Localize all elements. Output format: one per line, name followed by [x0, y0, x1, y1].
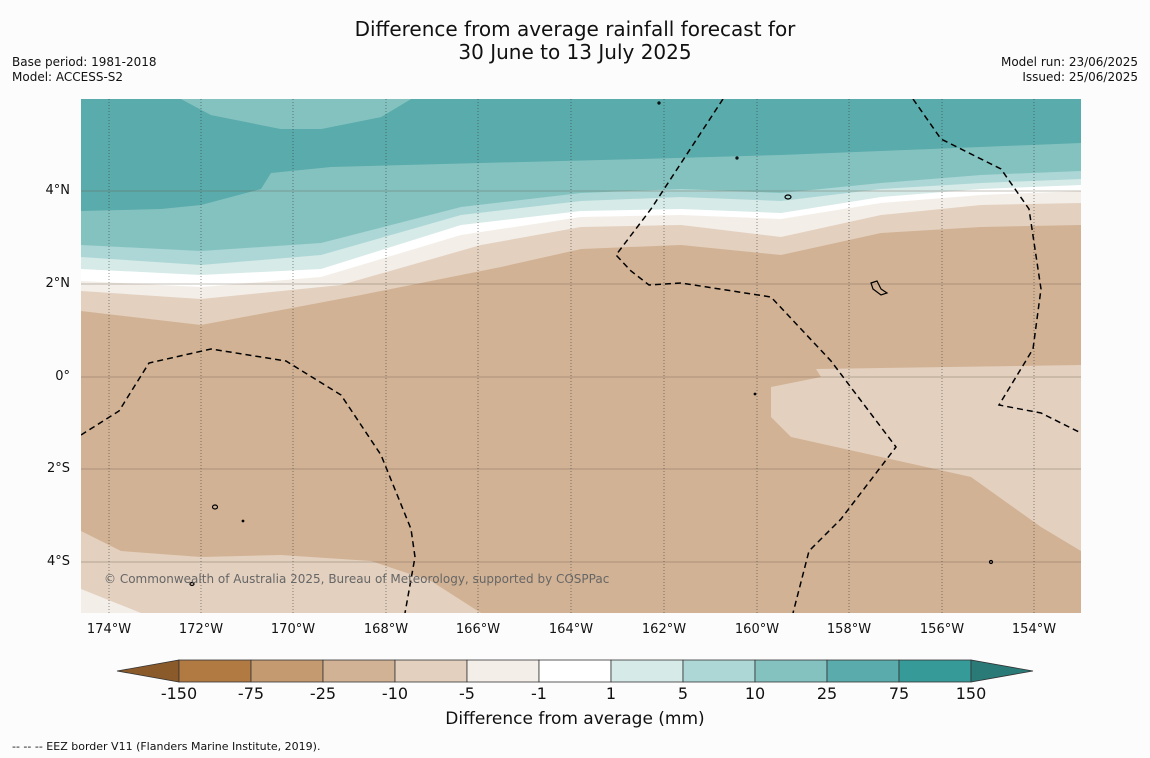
eez-border-central	[615, 99, 897, 613]
colorbar-tick-label: -75	[237, 684, 265, 703]
copyright-notice: © Commonwealth of Australia 2025, Bureau…	[104, 572, 610, 586]
title-line-1: Difference from average rainfall forecas…	[354, 17, 796, 41]
colorbar-extend-low	[116, 659, 180, 683]
map-title: Difference from average rainfall forecas…	[0, 18, 1150, 64]
lon-label: 166°W	[455, 622, 501, 637]
lat-label: 2°S	[46, 461, 70, 476]
colorbar-tick-label: 150	[955, 684, 987, 703]
colorbar-segment	[322, 659, 396, 683]
lon-label: 158°W	[826, 622, 872, 637]
lon-label: 164°W	[548, 622, 594, 637]
island	[211, 504, 219, 510]
islands	[189, 101, 994, 587]
eez-border-west	[81, 348, 416, 613]
band-dry-1-southwest	[81, 589, 141, 613]
lon-label: 154°W	[1011, 622, 1057, 637]
island	[753, 392, 757, 396]
colorbar-segment	[178, 659, 252, 683]
band-wet-10-north	[181, 99, 411, 129]
lat-label: 4°S	[46, 554, 70, 569]
colorbar-segment	[826, 659, 900, 683]
lat-label: 0°	[55, 369, 70, 384]
colorbar-segment	[610, 659, 684, 683]
colorbar	[116, 659, 1034, 683]
colorbar-segment	[250, 659, 324, 683]
model-run: Model run: 23/06/2025	[1000, 55, 1138, 69]
meta-right: Model run: 23/06/2025 Issued: 25/06/2025	[1001, 55, 1138, 85]
island	[241, 519, 245, 523]
eez-border-east	[912, 99, 1081, 434]
island	[988, 559, 994, 565]
eez-borders	[81, 99, 1081, 613]
band-dry-5-southeast	[771, 365, 1081, 551]
lon-label: 174°W	[86, 622, 132, 637]
meta-left: Base period: 1981-2018 Model: ACCESS-S2	[12, 55, 157, 85]
lon-label: 172°W	[178, 622, 224, 637]
issued-date: Issued: 25/06/2025	[1022, 70, 1138, 84]
colorbar-segment	[898, 659, 972, 683]
colorbar-segment	[466, 659, 540, 683]
colorbar-tick-label: -5	[459, 684, 475, 703]
island	[189, 581, 195, 587]
lat-label: 4°N	[45, 183, 71, 198]
island	[870, 280, 889, 296]
parallels	[81, 190, 1081, 563]
base-period: Base period: 1981-2018	[12, 55, 157, 69]
island	[657, 101, 661, 105]
lon-label: 156°W	[919, 622, 965, 637]
colorbar-segment	[538, 659, 612, 683]
title-line-2: 30 June to 13 July 2025	[458, 40, 692, 64]
colorbar-segment	[682, 659, 756, 683]
rainfall-map	[81, 99, 1081, 613]
model-name: Model: ACCESS-S2	[12, 70, 124, 84]
colorbar-tick-label: 10	[744, 684, 766, 703]
island	[784, 194, 792, 200]
colorbar-tick-label: -150	[160, 684, 198, 703]
colorbar-segment	[394, 659, 468, 683]
eez-legend: -- -- -- EEZ border V11 (Flanders Marine…	[12, 740, 321, 753]
colorbar-extend-high	[970, 659, 1034, 683]
colorbar-tick-label: 1	[605, 684, 617, 703]
lat-label: 2°N	[45, 276, 71, 291]
lon-label: 168°W	[363, 622, 409, 637]
lon-label: 162°W	[641, 622, 687, 637]
colorbar-tick-label: 75	[888, 684, 910, 703]
colorbar-title: Difference from average (mm)	[445, 709, 705, 729]
colorbar-tick-label: -1	[531, 684, 547, 703]
colorbar-tick-label: 25	[816, 684, 838, 703]
band-dry-5-southwest	[81, 531, 481, 613]
colorbar-tick-label: -10	[381, 684, 409, 703]
island	[735, 156, 739, 160]
colorbar-segment	[754, 659, 828, 683]
colorbar-tick-label: 5	[677, 684, 689, 703]
lon-label: 170°W	[270, 622, 316, 637]
lon-label: 160°W	[734, 622, 780, 637]
colorbar-tick-label: -25	[309, 684, 337, 703]
